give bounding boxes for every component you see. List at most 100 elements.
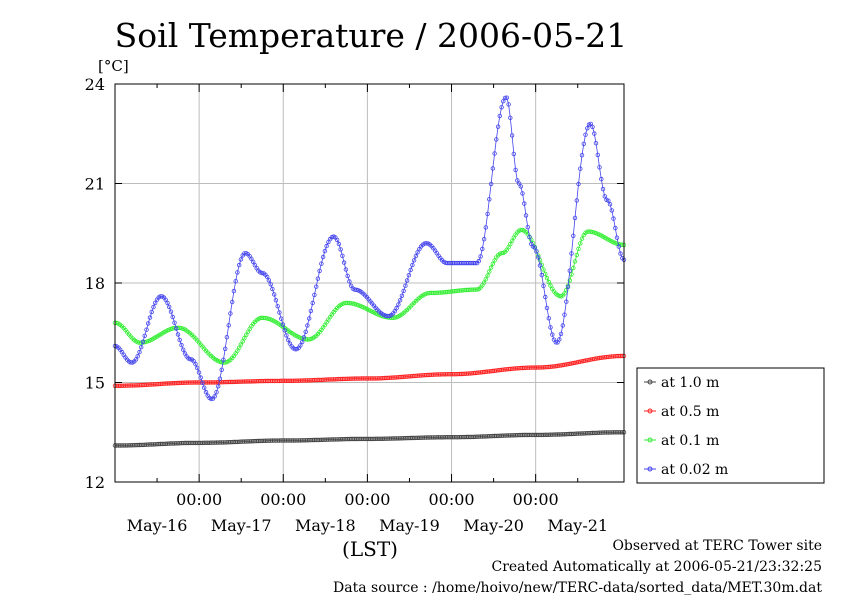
- data-point: [305, 323, 310, 328]
- y-tick-labels: 12 15 18 21 24: [85, 75, 105, 492]
- footer-created: Created Automatically at 2006-05-21/23:3…: [491, 559, 822, 575]
- day-label: May-17: [211, 516, 272, 535]
- data-point: [196, 370, 202, 375]
- data-point: [599, 176, 604, 182]
- data-point: [502, 95, 508, 101]
- data-point: [597, 165, 602, 170]
- data-point: [576, 181, 581, 187]
- data-point: [534, 249, 539, 254]
- data-point: [578, 241, 583, 246]
- data-point: [404, 278, 410, 283]
- data-point: [238, 342, 244, 347]
- data-point: [198, 375, 203, 380]
- data-point: [424, 240, 429, 246]
- data-point: [168, 309, 174, 314]
- data-point: [488, 265, 494, 270]
- legend-label: at 0.1 m: [661, 433, 719, 449]
- data-point: [231, 288, 237, 294]
- data-point: [609, 208, 614, 213]
- data-point: [226, 323, 231, 328]
- data-point: [480, 246, 485, 252]
- legend-marker: [647, 466, 653, 472]
- data-point: [310, 300, 315, 306]
- x-tick-label: 00:00: [513, 490, 559, 509]
- data-point: [585, 126, 590, 131]
- data-point: [233, 279, 238, 284]
- data-point: [413, 253, 419, 259]
- data-point: [564, 287, 569, 293]
- data-point: [396, 302, 401, 307]
- data-point: [217, 376, 223, 381]
- data-point: [240, 339, 245, 344]
- data-point: [485, 211, 490, 217]
- data-point: [565, 284, 571, 290]
- data-point: [193, 361, 198, 367]
- data-point: [347, 279, 352, 284]
- series-line: [115, 355, 624, 387]
- data-point: [238, 257, 244, 262]
- y-tick-label: 12: [85, 473, 105, 492]
- data-point: [511, 151, 516, 157]
- legend-label: at 1.0 m: [661, 375, 719, 391]
- data-point: [334, 237, 340, 243]
- series-at-0-02-m: [112, 95, 627, 402]
- data-point: [541, 283, 546, 288]
- data-point: [572, 215, 578, 221]
- data-point: [229, 299, 235, 305]
- data-point: [415, 250, 420, 255]
- data-point: [562, 291, 567, 296]
- data-point: [541, 267, 546, 272]
- series-line: [115, 431, 624, 446]
- data-point: [179, 342, 184, 348]
- data-point: [336, 241, 342, 247]
- data-point: [399, 293, 405, 298]
- data-point: [215, 384, 221, 389]
- data-point: [180, 347, 186, 352]
- data-point: [259, 270, 265, 276]
- data-point: [165, 300, 170, 306]
- data-point: [579, 152, 585, 158]
- data-point: [571, 265, 576, 271]
- data-point: [567, 268, 572, 273]
- data-point: [536, 255, 541, 260]
- data-point: [550, 332, 555, 337]
- day-label: May-20: [463, 516, 524, 535]
- data-point: [576, 246, 581, 251]
- data-point: [315, 276, 321, 281]
- footer-observed: Observed at TERC Tower site: [612, 538, 822, 554]
- x-tick-labels: 00:00 00:00 00:00 00:00 00:00: [176, 490, 559, 509]
- data-point: [340, 253, 345, 258]
- data-point: [301, 335, 307, 340]
- data-point: [607, 201, 613, 207]
- data-point: [606, 198, 611, 203]
- data-point: [222, 346, 228, 351]
- legend-marker: [647, 379, 653, 385]
- data-point: [272, 292, 277, 297]
- data-point: [501, 98, 506, 104]
- data-point: [483, 225, 488, 230]
- day-labels: May-16 May-17 May-18 May-19 May-20 May-21: [127, 516, 608, 535]
- data-point: [307, 316, 312, 321]
- data-point: [166, 304, 172, 310]
- series-layer: [112, 95, 627, 448]
- data-point: [593, 140, 599, 146]
- data-point: [614, 235, 620, 240]
- day-label: May-18: [295, 516, 356, 535]
- data-point: [590, 124, 595, 130]
- x-tick-label: 00:00: [176, 490, 222, 509]
- data-point: [282, 328, 287, 333]
- data-point: [175, 332, 181, 337]
- data-point: [319, 261, 324, 266]
- legend-marker: [647, 408, 653, 414]
- data-point: [322, 248, 328, 254]
- data-point: [250, 259, 256, 265]
- series-at-0-1-m: [112, 227, 627, 365]
- data-point: [214, 390, 219, 395]
- data-point: [163, 297, 168, 302]
- series-line: [114, 229, 625, 364]
- data-point: [581, 141, 586, 146]
- data-point: [509, 133, 515, 138]
- data-point: [546, 316, 551, 321]
- data-point: [548, 325, 553, 330]
- data-point: [200, 380, 205, 385]
